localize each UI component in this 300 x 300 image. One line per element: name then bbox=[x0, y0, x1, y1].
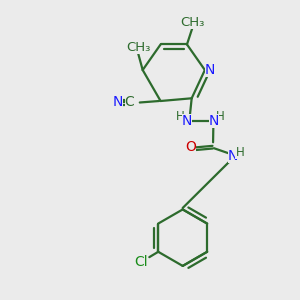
Text: H: H bbox=[216, 110, 225, 123]
Text: H: H bbox=[176, 110, 185, 123]
Text: O: O bbox=[185, 140, 196, 154]
Text: N: N bbox=[113, 95, 123, 110]
Text: CH₃: CH₃ bbox=[180, 16, 205, 28]
Text: H: H bbox=[236, 146, 244, 159]
Text: N: N bbox=[209, 114, 219, 128]
Text: N: N bbox=[205, 63, 215, 77]
Text: C: C bbox=[124, 95, 134, 110]
Text: CH₃: CH₃ bbox=[126, 41, 150, 54]
Text: Cl: Cl bbox=[134, 255, 148, 268]
Text: N: N bbox=[228, 149, 238, 163]
Text: N: N bbox=[182, 114, 192, 128]
